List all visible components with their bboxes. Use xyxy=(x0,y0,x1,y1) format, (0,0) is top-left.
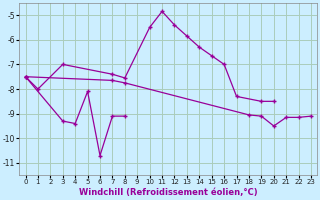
X-axis label: Windchill (Refroidissement éolien,°C): Windchill (Refroidissement éolien,°C) xyxy=(79,188,258,197)
